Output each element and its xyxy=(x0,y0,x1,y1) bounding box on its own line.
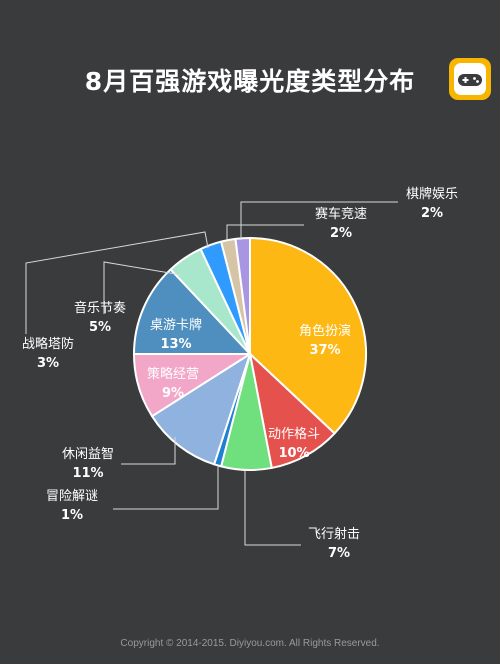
slice-label: 休闲益智 xyxy=(62,447,114,462)
slice-label: 赛车竞速 xyxy=(315,206,367,222)
slice-value-label: 2% xyxy=(330,226,352,241)
slice-label: 飞行射击 xyxy=(308,526,360,542)
pie-slice xyxy=(249,353,336,469)
slice-label: 桌游卡牌 xyxy=(150,317,202,333)
slice-value-label: 10% xyxy=(278,446,309,461)
slice-label: 冒险解谜 xyxy=(46,489,98,504)
slice-value-label: 2% xyxy=(421,206,443,221)
slice-value-label: 5% xyxy=(89,320,111,335)
slice-value-label: 1% xyxy=(61,508,83,523)
slice-value-label: 37% xyxy=(309,343,340,358)
slice-label: 音乐节奏 xyxy=(74,300,126,316)
slice-label: 角色扮演 xyxy=(299,323,351,339)
leader-line xyxy=(121,437,176,465)
pie-slice xyxy=(249,237,368,435)
pie-slice xyxy=(234,236,251,355)
slice-value-label: 7% xyxy=(328,546,350,561)
leader-line xyxy=(226,224,304,240)
slice-value-label: 13% xyxy=(160,337,191,352)
slice-label: 棋牌娱乐 xyxy=(406,186,458,202)
pie-slice xyxy=(151,353,251,466)
leader-line xyxy=(113,464,219,510)
leader-line xyxy=(240,201,398,240)
leader-line xyxy=(244,471,301,546)
copyright-text: Copyright © 2014-2015. Diyiyou.com. All … xyxy=(120,638,380,649)
gamepad-icon-svg xyxy=(458,74,482,86)
slice-value-label: 3% xyxy=(37,356,59,371)
slice-value-label: 11% xyxy=(72,466,103,481)
leader-line xyxy=(103,261,183,314)
leader-line xyxy=(25,231,209,334)
page-title: 8月百强游戏曝光度类型分布 xyxy=(84,67,416,96)
slice-value-label: 9% xyxy=(162,386,184,401)
gamepad-icon-inner xyxy=(454,63,486,95)
gamepad-icon xyxy=(449,58,491,100)
slice-label: 动作格斗 xyxy=(268,426,320,442)
slice-label: 战略塔防 xyxy=(22,336,74,352)
slice-label: 策略经营 xyxy=(147,366,199,382)
